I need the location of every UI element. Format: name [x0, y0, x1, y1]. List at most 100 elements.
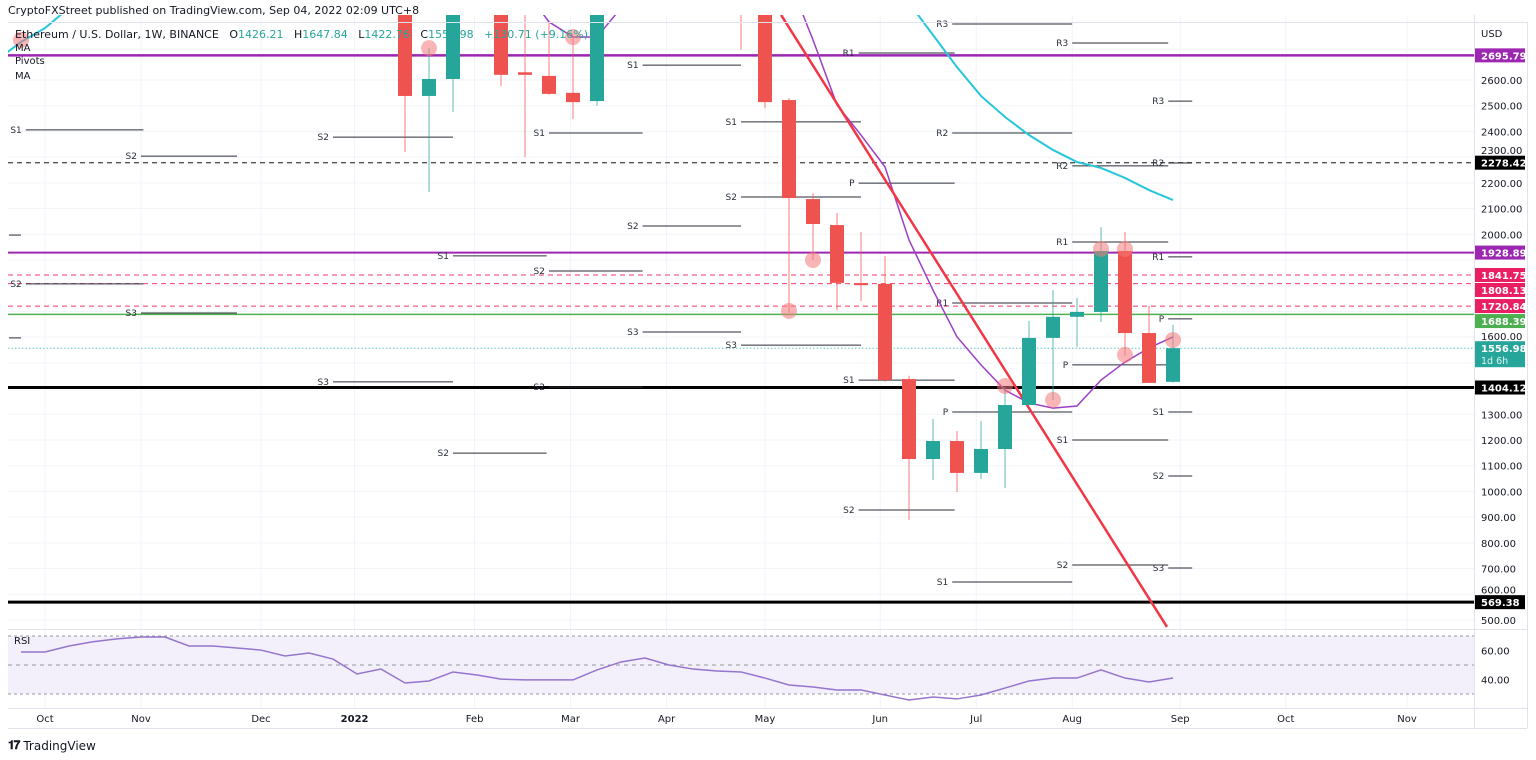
pivot-label: S1	[627, 61, 638, 71]
ma-slow-line	[8, 15, 63, 53]
candle[interactable]	[542, 22, 556, 95]
candle[interactable]	[1046, 290, 1060, 400]
published-caption: CryptoFXStreet published on TradingView.…	[8, 4, 420, 17]
pivot-label: S2	[318, 133, 329, 143]
pivot-label: P	[849, 179, 855, 189]
axes: RSI 60.00 40.00 USD 2600.00 2500.00 2400.00 230…	[8, 15, 1528, 729]
pivot-marker	[421, 40, 437, 57]
pivot-label: S2	[726, 193, 737, 203]
candle-body	[1094, 251, 1108, 312]
candle-body	[518, 72, 532, 75]
pivot-label: R2	[1152, 159, 1164, 169]
indicator-ma-2[interactable]: MA	[15, 71, 31, 82]
candle[interactable]	[590, 0, 604, 106]
candle-body	[878, 283, 892, 381]
pivot-marker	[781, 302, 797, 319]
candle[interactable]	[566, 37, 580, 120]
price-tick-label: 1100.00	[1481, 462, 1522, 473]
candle[interactable]	[926, 418, 940, 481]
candle-body	[1046, 316, 1060, 338]
time-tick-label: Dec	[251, 714, 270, 725]
price-tick-label: 1200.00	[1481, 436, 1522, 447]
low-value: 1422.76	[364, 28, 410, 41]
candle[interactable]	[422, 48, 436, 193]
candle[interactable]	[470, 0, 484, 11]
pivot-label: R3	[1152, 97, 1164, 107]
pivot-label: S2	[534, 383, 545, 393]
candle[interactable]	[902, 375, 916, 520]
price-level-label: 1808.13	[1481, 286, 1527, 297]
rsi-label: RSI	[14, 636, 30, 647]
candle[interactable]	[854, 231, 868, 302]
pivot-label: S1	[843, 376, 854, 386]
rsi-pane	[8, 635, 1474, 701]
open-label: O	[229, 28, 238, 41]
candle-body	[926, 441, 940, 460]
pivot-label: P	[1159, 315, 1165, 325]
candle[interactable]	[758, 0, 772, 109]
indicator-ma-1[interactable]: MA	[15, 43, 31, 54]
symbol-title: Ethereum / U.S. Dollar, 1W, BINANCE	[15, 28, 219, 41]
time-tick-label: Nov	[1397, 714, 1417, 725]
price-level-label: 1928.89	[1481, 249, 1527, 260]
pivot-label: R3	[1056, 39, 1068, 49]
tradingview-brand[interactable]: 𝟏𝟕 TradingView	[8, 738, 96, 753]
price-tick-label: 2100.00	[1481, 205, 1522, 216]
time-tick-label: Apr	[658, 714, 676, 725]
pivot-label: S2	[1153, 472, 1164, 482]
price-level-badge	[1475, 314, 1525, 329]
candle-body	[1118, 251, 1132, 334]
candle[interactable]	[950, 431, 964, 492]
candle[interactable]	[830, 212, 844, 311]
candle[interactable]	[710, 0, 724, 8]
candle[interactable]	[446, 0, 460, 112]
price-level-label: 1404.12	[1481, 384, 1527, 395]
candle[interactable]	[518, 0, 532, 158]
trendline	[780, 15, 1169, 628]
price-axis-unit: USD	[1481, 29, 1503, 40]
candle[interactable]	[806, 193, 820, 261]
candle-body	[830, 225, 844, 283]
main-pane[interactable]: S1 S2 S2 S3 S2 S3 S1 S2 S1 S2 S2 S1 S2 S3 S1 S2 S3 R1 P S1 S…	[0, 0, 1474, 628]
price-level-badge	[1475, 282, 1525, 297]
ma-fast-line	[542, 15, 1174, 409]
time-tick-label: Aug	[1062, 714, 1082, 725]
rsi-tick-label: 60.00	[1481, 647, 1510, 658]
indicator-pivots[interactable]: Pivots	[15, 56, 45, 67]
price-tick-label: 800.00	[1481, 539, 1516, 550]
pivot-label: S1	[1057, 436, 1068, 446]
pivot-label: P	[1063, 361, 1069, 371]
pivot-label: S2	[843, 506, 854, 516]
pivot-label: S2	[438, 449, 449, 459]
pivot-label: R3	[936, 20, 948, 30]
pivot-marker	[1117, 240, 1133, 257]
pivot-marker	[805, 252, 821, 269]
candle-body	[1142, 333, 1156, 383]
time-tick-label: 2022	[341, 714, 369, 725]
candle[interactable]	[1142, 306, 1156, 383]
price-tick-label: 1000.00	[1481, 487, 1522, 498]
price-tick-label: 2600.00	[1481, 76, 1522, 87]
candle[interactable]	[878, 255, 892, 382]
price-tick-label: 2300.00	[1481, 146, 1522, 157]
candle[interactable]	[998, 387, 1012, 489]
candle[interactable]	[974, 420, 988, 480]
time-tick-label: Sep	[1171, 714, 1190, 725]
candle[interactable]	[1022, 320, 1036, 406]
candle[interactable]	[494, 0, 508, 86]
candle[interactable]	[782, 98, 796, 313]
candle-body	[734, 0, 748, 13]
candle[interactable]	[398, 0, 412, 153]
price-tick-label: 1600.00	[1481, 332, 1522, 343]
price-level-badge	[1475, 48, 1525, 63]
candle-body	[1022, 337, 1036, 406]
pivot-label: S3	[318, 378, 329, 388]
candle-body	[782, 100, 796, 199]
candle[interactable]	[734, 0, 748, 50]
pivot-label: P	[943, 408, 949, 418]
price-level-label: 1720.84	[1481, 302, 1527, 313]
low-label: L	[358, 28, 365, 41]
price-level-badge	[1475, 341, 1525, 368]
candle[interactable]	[1070, 298, 1084, 347]
